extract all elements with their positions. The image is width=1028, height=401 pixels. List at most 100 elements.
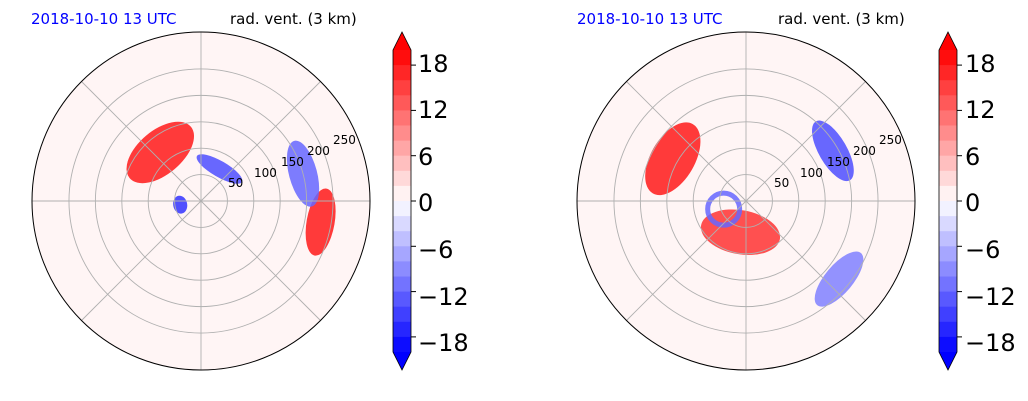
colorbar-segment <box>939 246 957 262</box>
colorbar-segment <box>939 231 957 247</box>
ring-label-50: 50 <box>774 176 789 190</box>
colorbar-segment <box>939 125 957 142</box>
ring-label-200: 200 <box>307 144 330 158</box>
colorbar-segment <box>939 185 957 202</box>
colorbar-tick-0: 0 <box>418 189 433 217</box>
colorbar-segment <box>939 65 957 81</box>
colorbar-tick-minus-12: −12 <box>965 283 1016 311</box>
colorbar-segment <box>393 185 411 202</box>
ring-label-250: 250 <box>879 133 902 147</box>
variable-label: rad. vent. (3 km) <box>230 10 357 28</box>
colorbar-tick-18: 18 <box>418 50 449 78</box>
colorbar-tick-12: 12 <box>418 96 449 124</box>
polar-frame <box>576 31 916 371</box>
azimuth-line-225 <box>626 200 747 321</box>
colorbar-extend-bottom <box>393 352 411 370</box>
colorbar-segment <box>393 201 411 217</box>
colorbar-segment <box>393 125 411 142</box>
azimuth-line-225 <box>81 200 202 321</box>
colorbar-tick-0: 0 <box>965 189 980 217</box>
colorbar-tick-18: 18 <box>965 50 996 78</box>
time-label: 2018-10-10 13 UTC <box>31 10 177 28</box>
colorbar-tick-12: 12 <box>965 96 996 124</box>
colorbar-segment <box>939 140 957 157</box>
azimuth-line-135 <box>626 81 747 202</box>
colorbar-segment <box>939 276 957 293</box>
colorbar-tick-minus-12: −12 <box>418 283 469 311</box>
field-feature-2 <box>812 120 854 182</box>
colorbar-segment <box>939 201 957 217</box>
colorbar-segment <box>393 140 411 157</box>
colorbar-segment <box>393 246 411 262</box>
field-feature-1 <box>700 209 781 255</box>
colorbar-tick-6: 6 <box>418 143 433 171</box>
ring-label-50: 50 <box>228 176 243 190</box>
ring-labels: 50 100 150 200 250 <box>774 133 902 190</box>
ring-label-200: 200 <box>853 144 876 158</box>
colorbar-segment <box>393 261 411 277</box>
colorbar-extend-top <box>393 32 411 50</box>
azimuth-line-45 <box>200 81 321 202</box>
field-feature-4 <box>705 190 743 228</box>
azimuth-line-315 <box>200 200 321 321</box>
colorbar-segment <box>393 291 411 308</box>
colorbar-extend-bottom <box>939 352 957 370</box>
azimuth-line-45 <box>745 81 866 202</box>
colorbar-segment <box>939 95 957 111</box>
colorbar-segment <box>393 50 411 66</box>
colorbar-segment <box>393 155 411 172</box>
ring-label-150: 150 <box>827 155 850 169</box>
colorbar-segment <box>939 336 957 353</box>
colorbar-segment <box>939 50 957 66</box>
colorbar-segment <box>393 65 411 81</box>
field-feature-0 <box>126 121 195 184</box>
colorbar-segment <box>393 216 411 232</box>
colorbar-segment <box>939 110 957 126</box>
colorbar-segment <box>939 155 957 172</box>
azimuth-line-135 <box>81 81 202 202</box>
colorbar-tick-minus-6: −6 <box>965 236 1000 264</box>
ring-label-100: 100 <box>800 166 823 180</box>
colorbar-outline <box>392 31 412 371</box>
colorbar-segment <box>939 321 957 338</box>
field-feature-4 <box>173 195 188 214</box>
colorbar-segment <box>393 231 411 247</box>
colorbar-segment <box>393 110 411 126</box>
ring-label-150: 150 <box>281 155 304 169</box>
polar-panel-right: 2018-10-10 13 UTC rad. vent. (3 km) 50 1… <box>576 10 1016 371</box>
polar-frame <box>31 31 371 371</box>
colorbar <box>392 31 416 371</box>
colorbar-segment <box>393 321 411 338</box>
colorbar-segment <box>393 306 411 323</box>
colorbar-tick-minus-18: −18 <box>965 329 1016 357</box>
colorbar-segment <box>393 276 411 293</box>
colorbar-segment <box>939 306 957 323</box>
ring-label-100: 100 <box>254 166 277 180</box>
colorbar-segment <box>939 170 957 187</box>
colorbar-ticks: 18 12 6 0 −6 −12 −18 <box>418 50 469 357</box>
polar-grid <box>32 32 370 370</box>
field-feature-2 <box>196 154 243 184</box>
colorbar-segment <box>939 291 957 308</box>
ring-labels: 50 100 150 200 250 <box>228 133 356 190</box>
colorbar-extend-top <box>939 32 957 50</box>
colorbar-outline <box>938 31 958 371</box>
colorbar-segment <box>939 261 957 277</box>
colorbar-segment <box>393 80 411 96</box>
colorbar-segment <box>939 80 957 96</box>
polar-panel-left: 2018-10-10 13 UTC rad. vent. (3 km) 50 1… <box>31 10 469 371</box>
colorbar-tick-minus-6: −6 <box>418 236 453 264</box>
colorbar <box>938 31 962 371</box>
colorbar-tick-minus-18: −18 <box>418 329 469 357</box>
polar-grid <box>577 32 915 370</box>
field-feature-3 <box>814 251 864 307</box>
azimuth-line-315 <box>745 200 866 321</box>
colorbar-segment <box>393 336 411 353</box>
colorbar-tick-6: 6 <box>965 143 980 171</box>
colorbar-ticks: 18 12 6 0 −6 −12 −18 <box>965 50 1016 357</box>
time-label: 2018-10-10 13 UTC <box>577 10 723 28</box>
ring-label-250: 250 <box>333 133 356 147</box>
variable-label: rad. vent. (3 km) <box>778 10 905 28</box>
colorbar-segment <box>939 216 957 232</box>
